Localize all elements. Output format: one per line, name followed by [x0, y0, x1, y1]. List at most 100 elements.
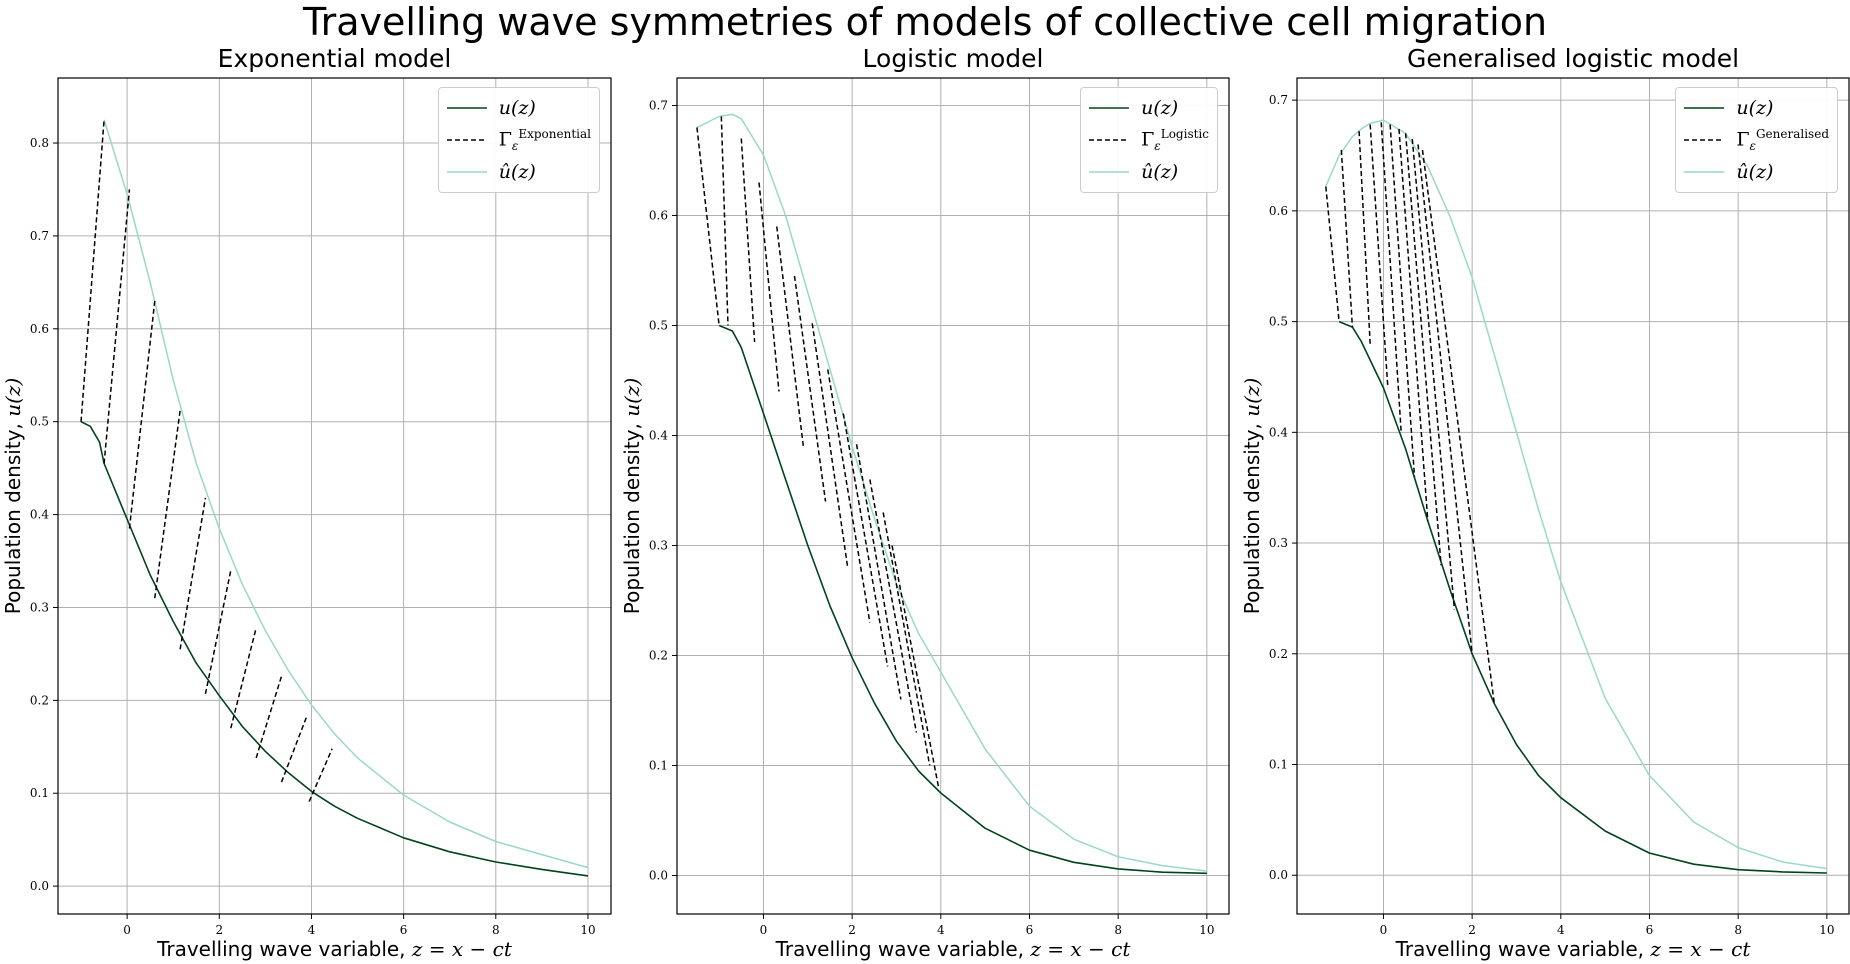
x-tick-label: 0: [123, 923, 131, 937]
x-tick-label: 0: [760, 923, 768, 937]
y-tick-label: 0.2: [1269, 647, 1288, 661]
legend-swatch: [1684, 171, 1725, 173]
gamma-curve-segment: [1404, 133, 1442, 566]
legend-swatch: [1089, 171, 1130, 173]
x-tick-label: 2: [1468, 923, 1476, 937]
y-tick-label: 0.1: [1269, 758, 1288, 772]
gamma-curve-segment: [308, 748, 333, 802]
legend-entry: ΓεGeneralised: [1684, 124, 1829, 156]
y-tick-label: 0.1: [649, 759, 668, 773]
legend-label-main: u(z): [1141, 97, 1179, 119]
series-line-u: [1338, 320, 1827, 874]
gamma-curve-segment: [280, 715, 308, 783]
y-tick-label: 0.4: [1269, 425, 1288, 439]
y-tick-label: 0.8: [30, 136, 49, 150]
y-tick-label: 0.6: [30, 322, 49, 336]
gamma-curve-segment: [1398, 128, 1429, 521]
x-tick-label: 4: [308, 923, 316, 937]
legend-swatch: [446, 107, 487, 109]
x-tick-label: 4: [937, 923, 945, 937]
y-tick-label: 0.5: [649, 319, 668, 333]
y-tick-label: 0.7: [649, 99, 668, 113]
legend-label-main: û(z): [498, 161, 536, 183]
legend-label-superscript: Logistic: [1160, 126, 1209, 141]
x-axis-label: Travelling wave variable, z = x − ct: [1297, 937, 1849, 961]
y-tick-label: 0.2: [649, 649, 668, 663]
legend-label-main: Γ: [498, 128, 512, 151]
y-tick-label: 0.5: [1269, 315, 1288, 329]
x-tick-label: 8: [492, 923, 500, 937]
gamma-curve-segment: [811, 323, 849, 568]
y-tick-label: 0.0: [649, 869, 668, 883]
legend-swatch: [1089, 139, 1130, 141]
legend-label-main: Γ: [1141, 128, 1155, 151]
x-tick-label: 8: [1114, 923, 1122, 937]
x-axis-label: Travelling wave variable, z = x − ct: [58, 937, 611, 961]
series-line-u-hat: [103, 119, 589, 869]
x-axis-label-text: Travelling wave variable,: [157, 937, 412, 961]
gamma-curve-segment: [1369, 124, 1389, 389]
y-tick-label: 0.7: [1269, 93, 1288, 107]
gamma-curve-segment: [720, 116, 729, 326]
gamma-curve-segment: [1389, 124, 1416, 477]
legend-entry: û(z): [1684, 156, 1829, 188]
y-tick-label: 0.3: [1269, 536, 1288, 550]
gamma-curve-segment: [1421, 149, 1496, 704]
legend-label-main: u(z): [498, 97, 536, 119]
gamma-curve-segment: [1411, 138, 1456, 610]
x-tick-label: 6: [1646, 923, 1654, 937]
gamma-curve-segment: [776, 226, 805, 447]
gamma-curve-segment: [1417, 144, 1473, 654]
y-tick-label: 0.5: [30, 415, 49, 429]
axes-frame: [676, 77, 1230, 915]
y-axis-label-math: u(z): [1240, 377, 1264, 417]
x-tick-label: 6: [1026, 923, 1034, 937]
gamma-curve-segment: [179, 497, 207, 650]
x-tick-label: 10: [1819, 923, 1834, 937]
gamma-curve-segment: [1380, 122, 1402, 433]
y-tick-label: 0.7: [30, 229, 49, 243]
legend-swatch: [446, 171, 487, 173]
axes-frame: [57, 77, 612, 915]
legend-label-main: u(z): [1736, 97, 1774, 119]
legend-label-main: Γ: [1736, 128, 1750, 151]
x-axis-label-text: Travelling wave variable,: [1395, 937, 1651, 961]
gamma-curve-segment: [842, 413, 889, 667]
legend-entry: u(z): [1684, 92, 1829, 124]
gamma-curve-segment: [1325, 186, 1340, 322]
gamma-curve-segment: [1340, 149, 1354, 328]
y-tick-label: 0.3: [649, 539, 668, 553]
gamma-curve-segment: [740, 138, 756, 343]
gamma-curve-segment: [882, 512, 931, 766]
legend-label-subscript: ε: [1749, 139, 1756, 154]
gamma-curve-segment: [758, 182, 780, 392]
gamma-curve-segment: [855, 444, 902, 700]
axes-frame: [1296, 77, 1850, 915]
legend-label: u(z): [1141, 97, 1178, 119]
y-tick-label: 0.2: [30, 693, 49, 707]
panel-title: Logistic model: [862, 44, 1044, 73]
panel-title: Generalised logistic model: [1406, 44, 1740, 73]
x-tick-label: 10: [580, 923, 595, 937]
legend-label: ΓεGeneralised: [1736, 127, 1829, 153]
x-axis-label-math: z = x − ct: [411, 937, 512, 961]
gamma-curve-segment: [793, 275, 827, 502]
y-axis-label: Population density, u(z): [1240, 376, 1264, 616]
legend: u(z) ΓεGeneralised û(z): [1675, 87, 1838, 193]
x-axis-label: Travelling wave variable, z = x − ct: [677, 937, 1229, 961]
legend: u(z) ΓεLogistic û(z): [1080, 87, 1218, 193]
legend-label: ΓεLogistic: [1141, 127, 1209, 153]
legend-label: û(z): [1141, 161, 1178, 183]
gamma-curve-segment: [827, 369, 871, 623]
y-tick-label: 0.3: [30, 600, 49, 614]
legend-label-main: û(z): [1736, 161, 1774, 183]
x-tick-label: 2: [848, 923, 856, 937]
y-tick-label: 0.6: [649, 209, 668, 223]
series-line-u: [718, 324, 1207, 875]
series-line-u-hat: [696, 113, 1207, 872]
gamma-curve-segment: [869, 479, 918, 733]
legend-label: û(z): [1736, 161, 1773, 183]
gamma-curve-segment: [103, 189, 131, 464]
